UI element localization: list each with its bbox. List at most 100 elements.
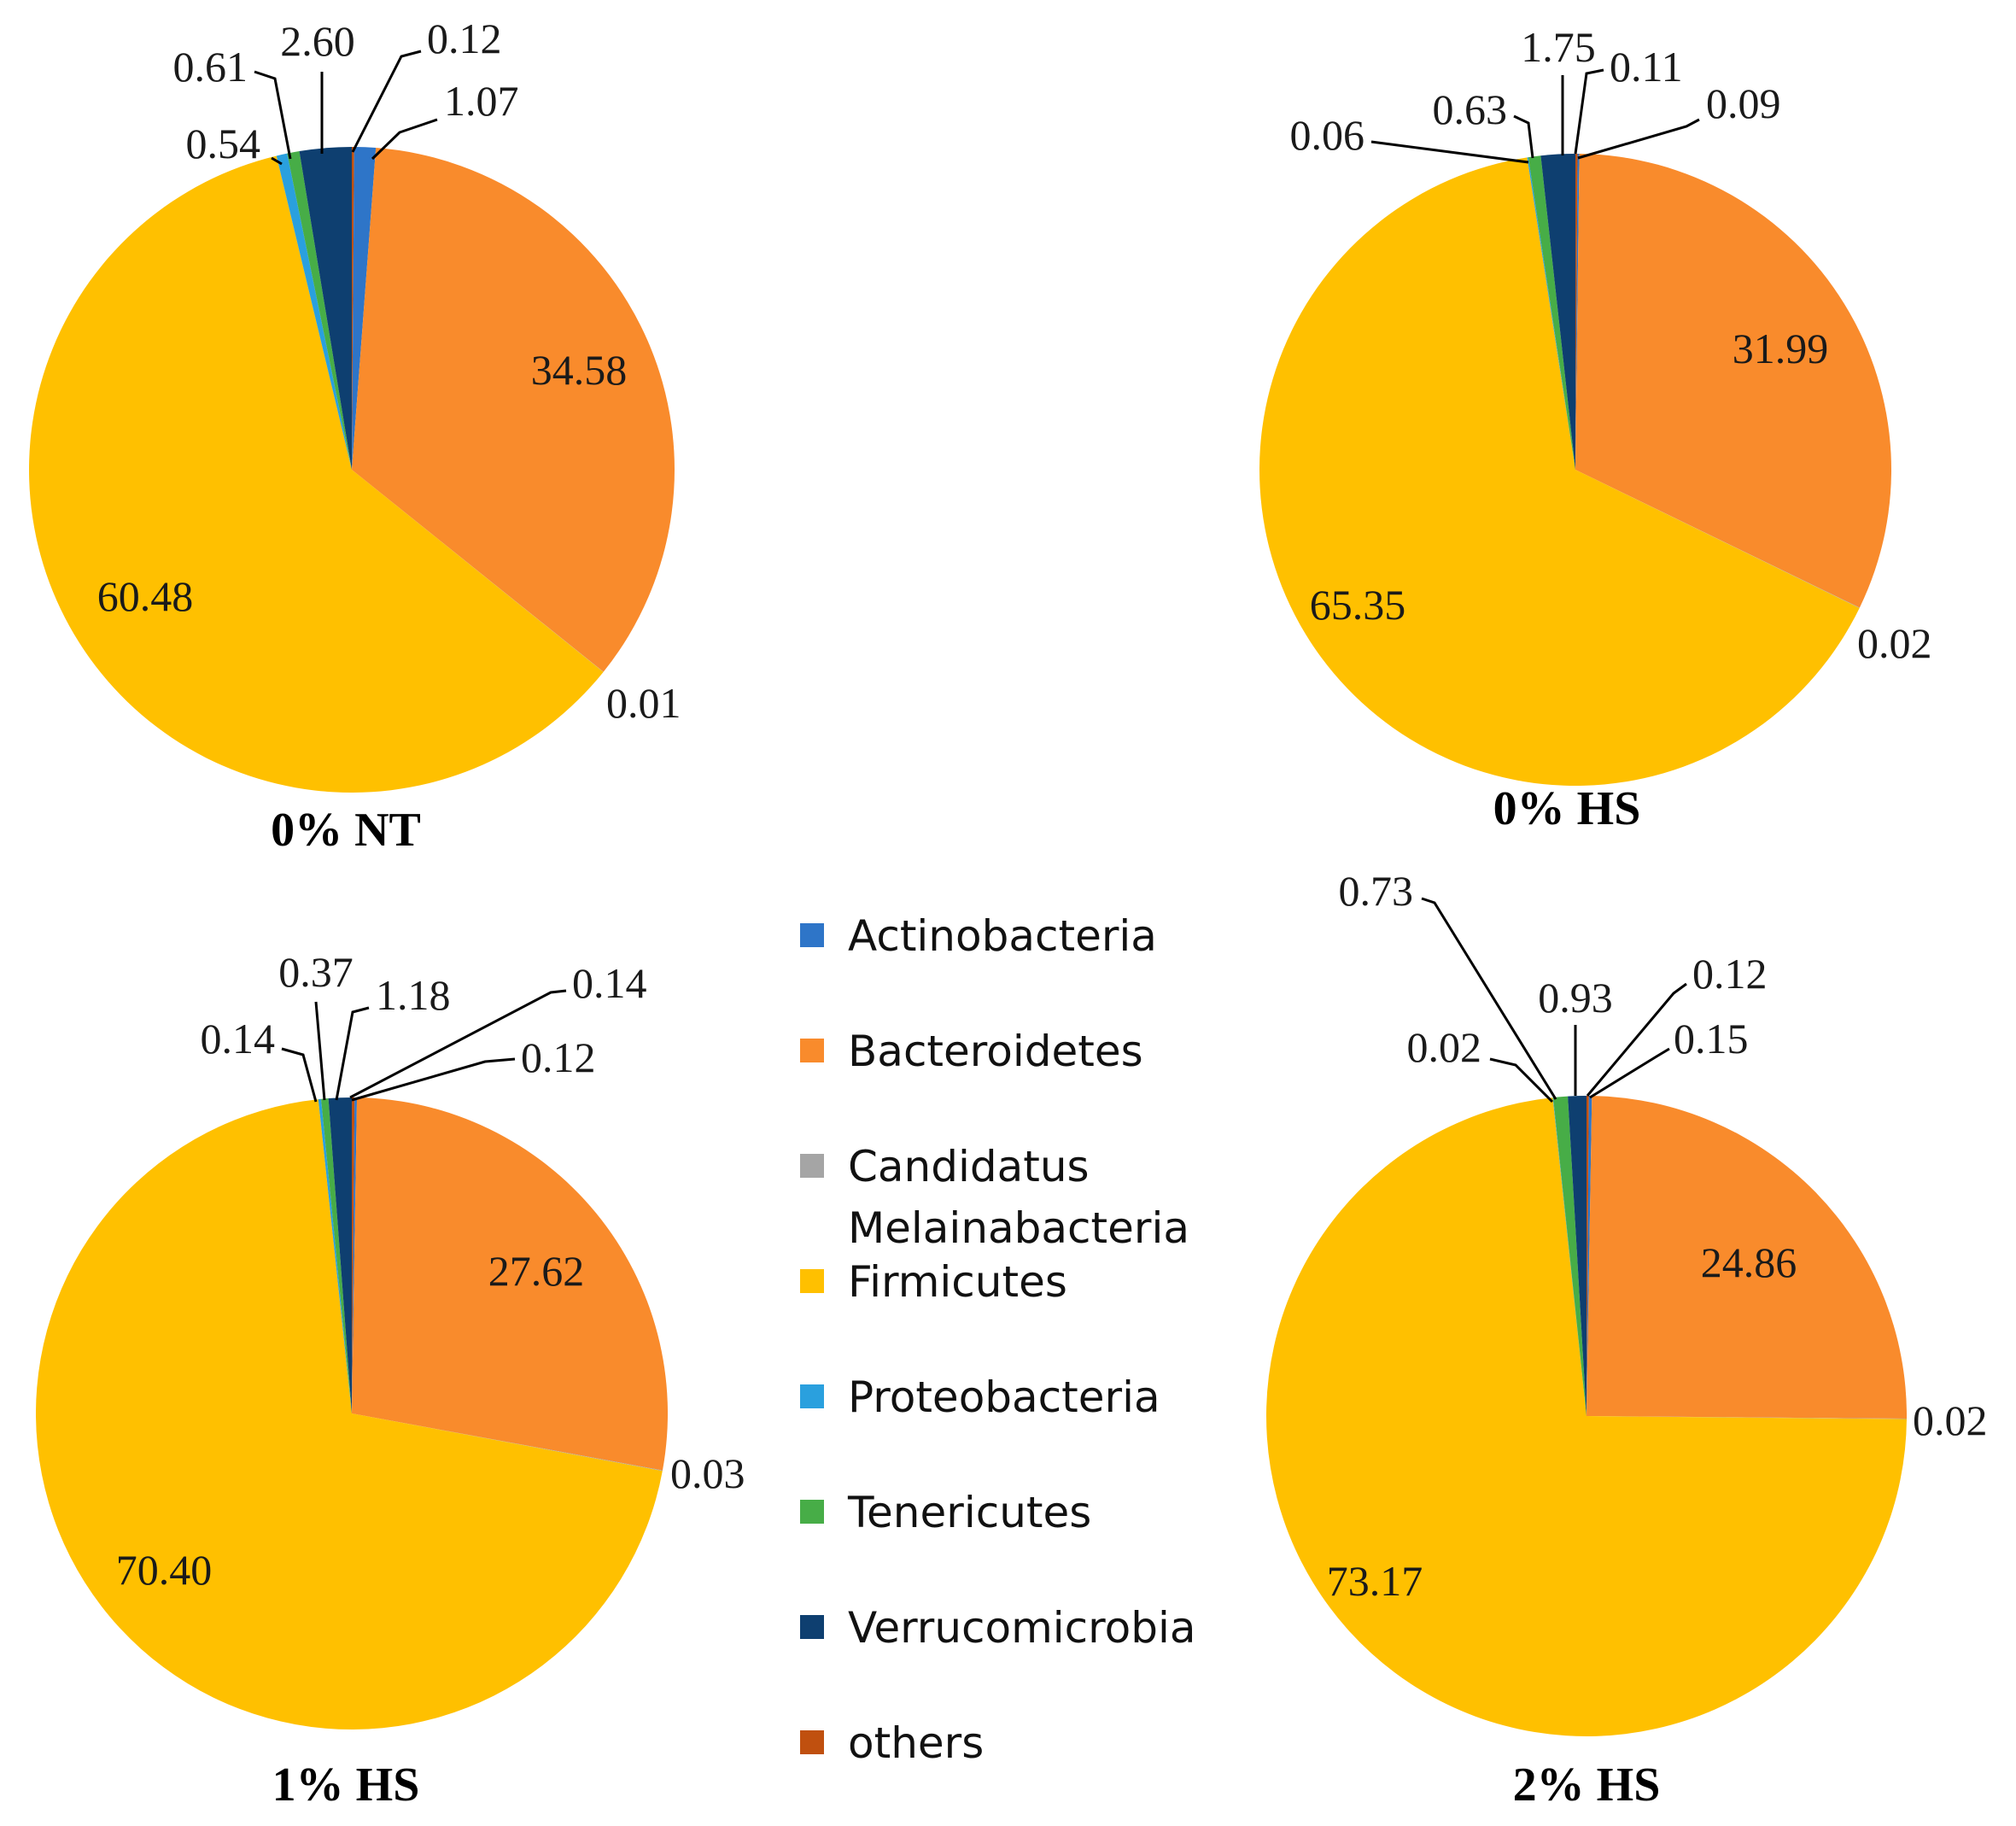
leader-line-0-nt-others bbox=[351, 50, 422, 153]
legend-label-actinobacteria: Actinobacteria bbox=[848, 911, 1157, 961]
slice-0-hs-proteobacteria bbox=[1527, 157, 1575, 470]
data-label-2-hs-candidatus-melainabacteria: 0.02 bbox=[1913, 1396, 1988, 1444]
legend-swatch-candidatus-melainabacteria bbox=[800, 1154, 824, 1178]
legend-label-candidatus-melainabacteria-line-1: Candidatus bbox=[848, 1142, 1090, 1191]
data-label-0-hs-candidatus-melainabacteria: 0.02 bbox=[1857, 619, 1932, 667]
legend-item-tenericutes: Tenericutes bbox=[800, 1488, 1091, 1537]
slice-2-hs-tenericutes bbox=[1552, 1096, 1587, 1416]
data-label-0-hs-verrucomicrobia: 1.75 bbox=[1521, 23, 1596, 71]
slice-0-nt-actinobacteria bbox=[352, 147, 377, 470]
legend-swatch-proteobacteria bbox=[800, 1384, 824, 1408]
legend-item-proteobacteria: Proteobacteria bbox=[800, 1372, 1160, 1422]
legend-item-firmicutes: Firmicutes bbox=[800, 1257, 1067, 1307]
legend-swatch-others bbox=[800, 1730, 824, 1754]
data-label-0-hs-actinobacteria: 0.09 bbox=[1706, 79, 1781, 127]
leader-line-1-hs-others bbox=[349, 989, 567, 1099]
slice-0-nt-candidatus-melainabacteria bbox=[352, 470, 604, 672]
legend: Actinobacteria Bacteroidetes Candidatus Mel… bbox=[800, 911, 1196, 1768]
legend-label-firmicutes: Firmicutes bbox=[848, 1257, 1067, 1307]
pie-0-hs: 0.09 31.99 0.02 65.35 0.06 0.63 1.75 0.11 0% HS bbox=[1259, 23, 1932, 835]
chart-title-1-hs: 1% HS bbox=[272, 1759, 420, 1811]
pie-2-hs: 0.15 24.86 0.02 73.17 0.02 0.73 0.93 0.12 2% HS bbox=[1265, 867, 1988, 1811]
data-label-1-hs-verrucomicrobia: 1.18 bbox=[376, 971, 451, 1019]
legend-label-candidatus-melainabacteria-line-2: Melainabacteria bbox=[848, 1203, 1189, 1253]
legend-swatch-verrucomicrobia bbox=[800, 1615, 824, 1639]
slice-0-nt-proteobacteria bbox=[276, 153, 352, 470]
data-label-0-hs-tenericutes: 0.63 bbox=[1433, 85, 1508, 133]
slice-1-hs-verrucomicrobia bbox=[328, 1097, 352, 1413]
data-label-1-hs-proteobacteria: 0.14 bbox=[201, 1015, 276, 1062]
data-label-2-hs-verrucomicrobia: 0.93 bbox=[1538, 974, 1613, 1021]
leader-line-0-hs-proteobacteria bbox=[1370, 140, 1529, 164]
leader-line-1-hs-proteobacteria bbox=[281, 1047, 318, 1103]
data-label-1-hs-bacteroidetes: 27.62 bbox=[488, 1247, 585, 1295]
slice-0-hs-tenericutes bbox=[1528, 155, 1575, 471]
leader-line-0-hs-tenericutes bbox=[1513, 114, 1534, 159]
data-label-0-nt-proteobacteria: 0.54 bbox=[186, 120, 261, 167]
slice-1-hs-proteobacteria bbox=[318, 1098, 352, 1413]
data-label-0-hs-firmicutes: 65.35 bbox=[1310, 581, 1406, 629]
data-label-0-hs-proteobacteria: 0.06 bbox=[1290, 111, 1365, 159]
data-label-1-hs-tenericutes: 0.37 bbox=[278, 948, 354, 996]
chart-title-2-hs: 2% HS bbox=[1513, 1759, 1661, 1811]
chart-title-0-nt: 0% NT bbox=[271, 804, 421, 857]
slice-1-hs-firmicutes bbox=[35, 1099, 663, 1729]
slice-0-nt-verrucomicrobia bbox=[299, 147, 352, 470]
slice-0-nt-others bbox=[352, 146, 354, 470]
slice-0-hs-candidatus-melainabacteria bbox=[1575, 470, 1860, 608]
data-label-0-nt-others: 0.12 bbox=[427, 15, 502, 62]
slice-2-hs-firmicutes bbox=[1265, 1097, 1907, 1737]
data-label-0-hs-others: 0.11 bbox=[1610, 43, 1683, 91]
legend-item-candidatus-melainabacteria: Candidatus Melainabacteria bbox=[800, 1142, 1189, 1253]
leader-line-1-hs-actinobacteria bbox=[351, 1057, 516, 1102]
leader-line-2-hs-others bbox=[1586, 982, 1687, 1097]
data-label-1-hs-firmicutes: 70.40 bbox=[116, 1546, 213, 1594]
data-label-2-hs-proteobacteria: 0.02 bbox=[1407, 1023, 1482, 1071]
data-label-2-hs-actinobacteria: 0.15 bbox=[1674, 1015, 1749, 1062]
slice-2-hs-verrucomicrobia bbox=[1568, 1096, 1587, 1416]
legend-label-tenericutes: Tenericutes bbox=[847, 1488, 1091, 1537]
data-label-0-hs-bacteroidetes: 31.99 bbox=[1733, 325, 1829, 372]
slice-2-hs-others bbox=[1587, 1096, 1589, 1416]
slice-2-hs-bacteroidetes bbox=[1587, 1096, 1908, 1419]
slice-1-hs-actinobacteria bbox=[352, 1097, 358, 1413]
leader-line-2-hs-tenericutes bbox=[1421, 897, 1557, 1100]
data-label-0-nt-candidatus-melainabacteria: 0.01 bbox=[606, 679, 681, 727]
leader-line-0-nt-proteobacteria bbox=[271, 156, 283, 166]
leader-line-0-nt-tenericutes bbox=[254, 70, 292, 160]
slice-2-hs-proteobacteria bbox=[1552, 1097, 1587, 1416]
slice-1-hs-others bbox=[352, 1097, 355, 1413]
slice-0-hs-actinobacteria bbox=[1575, 154, 1580, 470]
data-label-0-nt-bacteroidetes: 34.58 bbox=[531, 346, 628, 394]
slice-0-hs-verrucomicrobia bbox=[1540, 154, 1575, 470]
data-label-0-nt-tenericutes: 0.61 bbox=[173, 43, 248, 91]
slice-0-nt-bacteroidetes bbox=[352, 148, 675, 672]
legend-label-proteobacteria: Proteobacteria bbox=[848, 1372, 1160, 1422]
legend-swatch-bacteroidetes bbox=[800, 1039, 824, 1062]
data-label-1-hs-candidatus-melainabacteria: 0.03 bbox=[670, 1449, 745, 1497]
slice-0-hs-others bbox=[1575, 154, 1578, 470]
legend-item-others: others bbox=[800, 1718, 984, 1768]
pie-0-nt: 1.07 34.58 0.01 60.48 0.54 0.61 2.60 0.12 0% NT bbox=[29, 15, 681, 857]
chart-title-0-hs: 0% HS bbox=[1493, 782, 1641, 835]
leader-line-0-hs-actinobacteria bbox=[1577, 118, 1700, 160]
legend-item-verrucomicrobia: Verrucomicrobia bbox=[800, 1603, 1196, 1653]
leader-line-0-hs-others bbox=[1574, 68, 1604, 155]
slice-2-hs-candidatus-melainabacteria bbox=[1587, 1416, 1907, 1419]
slice-2-hs-actinobacteria bbox=[1587, 1096, 1592, 1416]
leader-line-1-hs-tenericutes bbox=[314, 1001, 326, 1101]
legend-swatch-actinobacteria bbox=[800, 923, 824, 947]
data-label-2-hs-bacteroidetes: 24.86 bbox=[1701, 1238, 1797, 1286]
leader-line-2-hs-proteobacteria bbox=[1489, 1057, 1554, 1103]
legend-label-bacteroidetes: Bacteroidetes bbox=[848, 1027, 1143, 1076]
data-label-2-hs-others: 0.12 bbox=[1692, 950, 1768, 998]
leader-line-2-hs-actinobacteria bbox=[1589, 1047, 1670, 1099]
legend-swatch-tenericutes bbox=[800, 1500, 824, 1524]
legend-label-verrucomicrobia: Verrucomicrobia bbox=[848, 1603, 1196, 1653]
data-label-1-hs-actinobacteria: 0.12 bbox=[521, 1033, 596, 1081]
data-label-1-hs-others: 0.14 bbox=[572, 959, 647, 1007]
legend-item-actinobacteria: Actinobacteria bbox=[800, 911, 1157, 961]
legend-item-bacteroidetes: Bacteroidetes bbox=[800, 1027, 1143, 1076]
